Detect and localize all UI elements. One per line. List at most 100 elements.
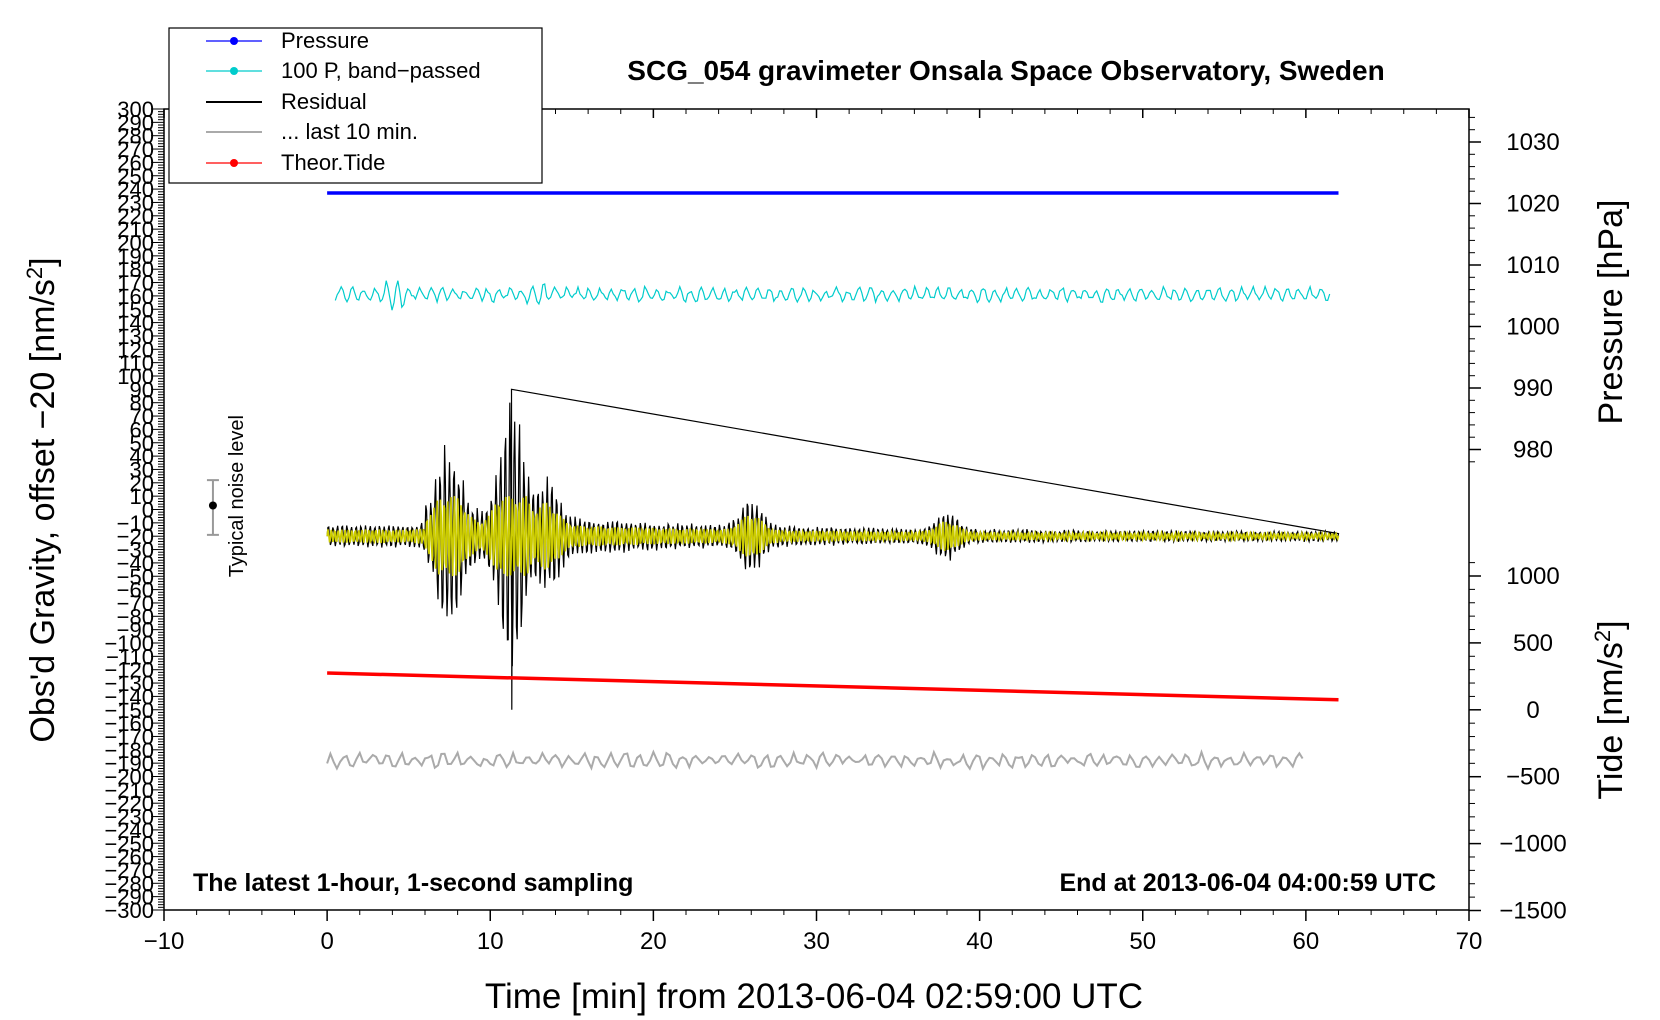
legend-entry-residual: Residual — [206, 89, 367, 114]
y-axis-label-left: Obs'd Gravity, offset −20 [nm/s2] — [22, 257, 62, 742]
y-left-tick-label-11: 190 — [117, 244, 154, 269]
x-tick-label-8: 70 — [1456, 928, 1483, 955]
y-left-tick-label-59: −290 — [104, 885, 154, 910]
y-axis-label-tide-close: ] — [1592, 620, 1630, 629]
pressure-tick-label-3: 1000 — [1506, 314, 1559, 341]
y-left-tick-label-4: 260 — [117, 150, 154, 175]
y-left-tick-label-16: 140 — [117, 311, 154, 336]
y-left-tick-label-36: −60 — [117, 578, 154, 603]
series-band-passed — [334, 280, 1331, 311]
plot-lines — [326, 191, 1340, 772]
tide-tick-label-3: −500 — [1506, 764, 1560, 791]
y-left-tick-label-51: −210 — [104, 778, 154, 803]
tide-tick-label-0: 1000 — [1506, 563, 1559, 590]
annotation-end-time: End at 2013-06-04 04:00:59 UTC — [1059, 869, 1436, 897]
pressure-tick-label-4: 990 — [1513, 375, 1553, 402]
legend-label-pressure: Pressure — [281, 28, 369, 53]
y-left-tick-label-29: 10 — [130, 484, 154, 509]
x-tick-label-3: 20 — [640, 928, 667, 955]
y-left-tick-label-60: −300 — [104, 898, 154, 923]
legend-marker-pressure — [230, 37, 238, 45]
legend-entry-tide: Theor.Tide — [206, 150, 385, 175]
y-left-tick-label-41: −110 — [106, 644, 154, 669]
y-left-tick-label-42: −120 — [104, 658, 154, 683]
y-left-tick-label-32: −20 — [117, 524, 154, 549]
x-tick-label-6: 50 — [1129, 928, 1156, 955]
y-left-tick-label-27: 30 — [130, 457, 154, 482]
noise-level-marker: Typical noise level — [206, 415, 248, 577]
y-left-tick-label-31: −10 — [117, 511, 154, 536]
series-residual-overlay — [326, 496, 1340, 577]
y-left-tick-label-12: 180 — [117, 257, 154, 282]
y-left-tick-label-37: −70 — [117, 591, 154, 616]
y-left-tick-label-57: −270 — [104, 858, 154, 883]
noise-level-dot — [208, 501, 217, 510]
y-left-tick-label-19: 110 — [119, 351, 154, 376]
y-left-tick-label-43: −130 — [104, 671, 154, 696]
x-axis-label: Time [min] from 2013-06-04 02:59:00 UTC — [485, 977, 1143, 1016]
legend-marker-tide — [230, 159, 238, 167]
y-left-tick-label-34: −40 — [117, 551, 154, 576]
tide-tick-label-4: −1000 — [1499, 831, 1566, 858]
y-left-tick-label-50: −200 — [104, 765, 154, 790]
y-axis-label-left-close: ] — [24, 257, 62, 266]
y-axis-label-pressure: Pressure [hPa] — [1592, 200, 1630, 425]
legend-entry-last10: ... last 10 min. — [206, 119, 418, 144]
legend-marker-bandpassed — [230, 67, 238, 75]
y-left-tick-label-14: 160 — [117, 284, 154, 309]
y-left-tick-label-1: 290 — [117, 110, 154, 135]
y-left-tick-label-54: −240 — [104, 818, 154, 843]
ticks: −10 0 10 20 30 40 50 60 703002902802702602502402… — [104, 97, 1566, 955]
series-last-10-min — [326, 749, 1304, 772]
y-left-tick-label-21: 90 — [130, 377, 154, 402]
pressure-tick-label-1: 1020 — [1506, 191, 1559, 218]
y-left-tick-label-15: 150 — [117, 297, 154, 322]
y-left-tick-label-17: 130 — [117, 324, 154, 349]
noise-level-label: Typical noise level — [226, 415, 248, 577]
x-tick-label-5: 40 — [966, 928, 993, 955]
y-left-tick-label-55: −250 — [104, 831, 154, 856]
annotation-sampling: The latest 1-hour, 1-second sampling — [193, 869, 633, 897]
y-left-tick-label-48: −180 — [104, 738, 154, 763]
y-left-tick-label-47: −170 — [104, 724, 154, 749]
y-left-tick-label-30: 0 — [142, 498, 154, 523]
legend-label-tide: Theor.Tide — [281, 150, 385, 175]
y-left-tick-label-0: 300 — [117, 97, 154, 122]
chart-title: SCG_054 gravimeter Onsala Space Observat… — [627, 55, 1384, 86]
y-left-tick-label-3: 270 — [117, 137, 154, 162]
tide-tick-label-2: 0 — [1526, 697, 1539, 724]
x-tick-label-2: 10 — [477, 928, 504, 955]
pressure-tick-label-2: 1010 — [1506, 252, 1559, 279]
tide-tick-label-1: 500 — [1513, 630, 1553, 657]
legend-entry-bandpassed: 100 P, band−passed — [206, 58, 481, 83]
legend-label-bandpassed: 100 P, band−passed — [281, 58, 481, 83]
y-left-tick-label-28: 20 — [130, 471, 154, 496]
y-left-tick-label-10: 200 — [117, 231, 154, 256]
y-left-tick-label-40: −100 — [104, 631, 154, 656]
y-left-tick-label-39: −90 — [117, 618, 154, 643]
tide-tick-label-5: −1500 — [1499, 898, 1566, 925]
y-left-tick-label-58: −280 — [104, 871, 154, 896]
y-left-tick-label-24: 60 — [130, 417, 154, 442]
pressure-tick-label-5: 980 — [1513, 437, 1553, 464]
legend-label-last10: ... last 10 min. — [281, 119, 418, 144]
series-residual — [326, 388, 1340, 710]
y-left-tick-label-18: 120 — [117, 337, 154, 362]
y-left-tick-label-56: −260 — [104, 845, 154, 870]
y-axis-label-tide-sup: 2 — [1590, 630, 1615, 642]
legend-box — [168, 27, 543, 184]
y-left-tick-label-5: 250 — [117, 164, 154, 189]
y-left-tick-label-53: −230 — [104, 805, 154, 830]
x-tick-label-1: 0 — [320, 928, 333, 955]
legend: Pressure 100 P, band−passed Residual ...… — [168, 27, 543, 184]
y-left-tick-label-2: 280 — [117, 124, 154, 149]
y-left-tick-label-44: −140 — [104, 684, 154, 709]
x-tick-label-0: −10 — [144, 928, 185, 955]
y-axis-label-left-sup: 2 — [22, 267, 47, 279]
y-left-tick-label-35: −50 — [117, 564, 154, 589]
y-left-tick-label-49: −190 — [104, 751, 154, 776]
y-left-tick-label-52: −220 — [104, 791, 154, 816]
y-left-tick-label-26: 40 — [130, 444, 154, 469]
y-left-tick-label-20: 100 — [117, 364, 154, 389]
x-tick-label-4: 30 — [803, 928, 830, 955]
